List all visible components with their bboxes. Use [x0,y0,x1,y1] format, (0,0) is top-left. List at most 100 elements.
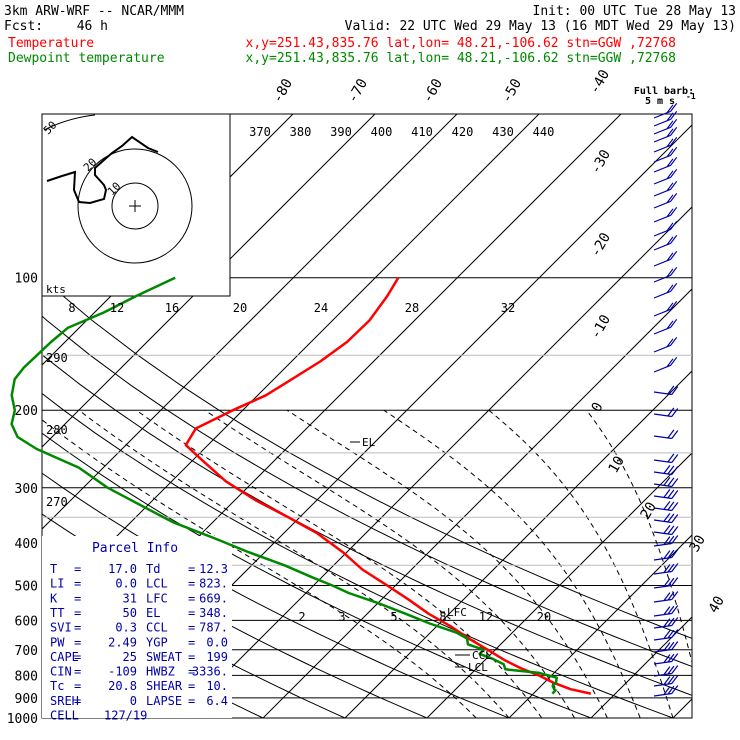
wind-barb [653,549,679,561]
wind-barb [653,465,679,476]
isotherm-line [42,114,458,530]
barb-legend-exponent: -1 [686,92,696,101]
hodograph-ring [111,182,159,230]
temperature-tick-label: 0 [589,400,607,415]
theta-label: 270 [46,495,68,509]
barb-legend-line1: Full barb: [634,86,694,97]
isotherm-line [426,452,692,718]
wind-barb [653,234,678,251]
pressure-tick-label: 500 [15,579,38,594]
wind-barb [653,605,679,617]
parcel-row-label: YGP [146,635,168,649]
temperature-tick-label: 10 [606,453,628,476]
parcel-row-label: SVI [50,621,72,635]
parcel-row-value: 348. [199,606,228,620]
pressure-tick-label: 1000 [7,712,38,727]
temperature-field-label: Temperature [8,36,94,51]
barb-legend-line2: 5 m s [645,96,675,107]
parcel-row-label: PW [50,635,65,649]
wind-barb [653,525,679,536]
wind-barb [653,168,678,185]
hodograph-ring-outer [43,114,96,131]
theta-e-label: 430 [492,125,514,139]
wind-barb [653,629,679,641]
pressure-tick-label: 200 [15,404,38,419]
level-marker-label: LFC [447,606,467,619]
parcel-row-label: TT [50,606,64,620]
parcel-row-equals: = [188,665,195,679]
parcel-row-label: Td [146,562,160,576]
temperature-tick-label: -60 [420,76,447,106]
hodograph-frame [41,113,231,297]
wind-barb [653,126,678,143]
isotherm-line [180,206,692,718]
parcel-row-label: HWBZ [146,665,175,679]
temperature-tick-label: 40 [706,593,728,616]
parcel-row-value: 669. [199,591,228,605]
parcel-row-equals: = [188,562,195,576]
wind-barb [653,501,679,512]
mixing-ratio-label: 8 [439,610,446,624]
parcel-row-value: 12.3 [199,562,228,576]
dewpoint-field-label: Dewpoint temperature [8,51,165,66]
parcel-row-equals: = [188,635,195,649]
temperature-tick-label: -30 [588,147,615,177]
parcel-row-equals: = [188,621,195,635]
parcel-row-equals: = [74,650,81,664]
parcel-row-equals: = [188,694,195,708]
parcel-row-equals: = [74,621,81,635]
temperature-tick-label: 20 [638,499,660,522]
temperature-field-info: x,y=251.43,835.76 lat,lon= 48.21,-106.62… [246,36,676,51]
wind-barb [653,102,678,119]
moist-adiabat [586,409,692,665]
forecast-label: Fcst: [4,19,43,34]
parcel-row-label: K [50,591,58,605]
pressure-tick-label: 800 [15,669,38,684]
parcel-row-value: 127/19 [104,709,147,723]
parcel-row-value: 6.4 [206,694,228,708]
wind-barb [653,356,678,373]
wind-barb [653,489,679,500]
wind-barb [653,206,678,223]
wind-barb [653,250,678,267]
parcel-row-label: LFC [146,591,168,605]
mixing-ratio-label: 3 [338,610,345,624]
isotherm-line [42,114,376,448]
temperature-line [184,277,592,695]
parcel-row-equals: = [74,694,81,708]
dewpoint-line [10,276,558,695]
parcel-row-label: CIN [50,665,72,679]
wind-barbs [653,102,679,697]
model-title: 3km ARW-WRF -- NCAR/MMM [4,4,184,19]
wind-barb [653,617,679,629]
parcel-row-equals: = [74,635,81,649]
parcel-row-value: 3336. [192,665,228,679]
wind-barb [653,535,679,547]
mixing-ratio-label: 28 [405,301,419,315]
init-time: Init: 00 UTC Tue 28 May 13 [533,4,737,19]
parcel-row-value: 31 [123,591,137,605]
wind-barb [653,563,679,575]
wind-barb [653,453,679,464]
wind-barb [653,641,679,653]
parcel-row-value: 787. [199,621,228,635]
temperature-tick-label: -20 [588,230,615,260]
temperature-tick-label: -70 [345,76,372,106]
parcel-row-label: CCL [146,621,168,635]
parcel-row-value: -109 [108,665,137,679]
theta-e-label: 410 [411,125,433,139]
wind-barb [653,385,679,396]
wind-barb [653,653,679,665]
parcel-info-panel: Parcel Info T = 17.0 Td = 12.3 LI = 0.0 LCL = 823. K =… [42,536,232,723]
parcel-row-value: 0.0 [206,635,228,649]
wind-barb [653,146,678,163]
wind-barb [653,192,678,209]
wind-barb [653,136,678,153]
parcel-row-label: Tc [50,679,64,693]
moist-adiabat [286,409,608,718]
parcel-row-equals: = [188,591,195,605]
pressure-tick-label: 100 [15,272,38,287]
moist-adiabat [383,409,641,718]
parcel-row-value: 0.3 [115,621,137,635]
wind-barb [653,110,678,127]
